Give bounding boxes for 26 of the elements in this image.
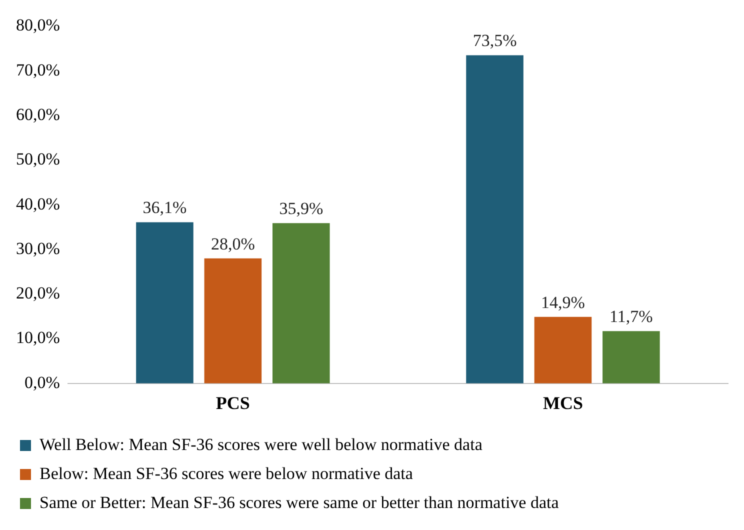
data-label: 11,7% (610, 307, 653, 326)
y-tick-label: 10,0% (16, 328, 60, 348)
y-tick-label: 70,0% (16, 60, 60, 80)
data-label: 28,0% (210, 234, 255, 254)
bar (204, 258, 262, 384)
data-label: 36,1% (142, 198, 187, 218)
x-tick-label: MCS (542, 392, 583, 413)
y-tick-label: 20,0% (16, 284, 60, 303)
y-tick-label: 60,0% (16, 104, 60, 124)
x-tick-label: PCS (216, 392, 250, 413)
y-tick-label: 30,0% (16, 238, 60, 258)
legend-label: Below: Mean SF-36 scores were below normative data (40, 464, 414, 483)
data-label: 14,9% (541, 292, 585, 312)
y-tick-label: 40,0% (16, 194, 60, 214)
bar (466, 55, 524, 384)
y-tick-label: 50,0% (16, 150, 60, 169)
bar (534, 316, 592, 384)
y-tick-label: 0,0% (24, 372, 60, 392)
bar (136, 222, 194, 384)
bar (272, 223, 330, 384)
y-tick-label: 80,0% (16, 16, 60, 35)
data-label: 35,9% (279, 199, 324, 218)
legend-label: Same or Better: Mean SF-36 scores were same or better than normative data (40, 492, 560, 512)
legend-label: Well Below: Mean SF-36 scores were well below normative data (40, 434, 483, 454)
data-label: 73,5% (472, 31, 517, 50)
bar (602, 331, 660, 384)
